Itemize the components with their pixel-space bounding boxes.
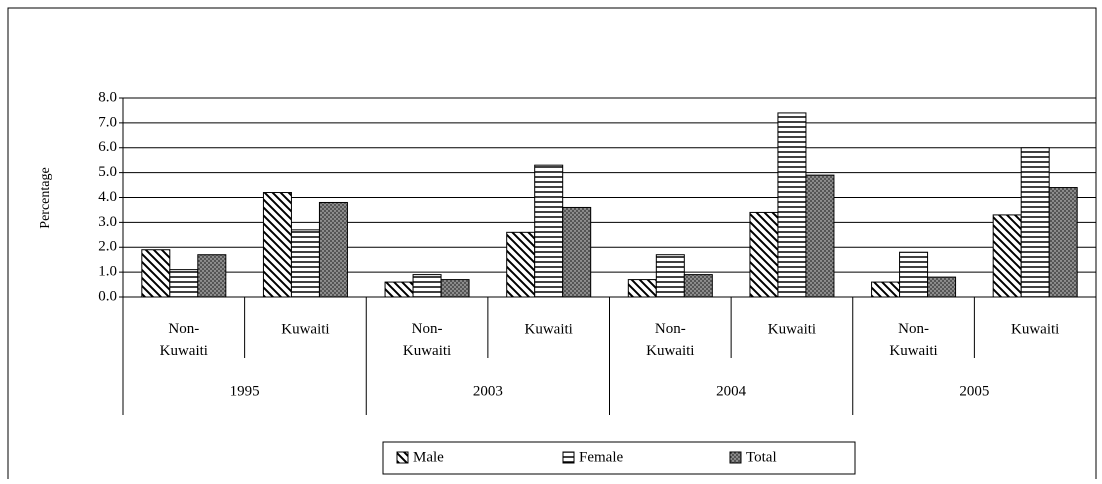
label-line: Non-	[655, 321, 686, 337]
legend-swatch	[562, 451, 575, 464]
y-tick-label: 5.0	[98, 164, 117, 180]
legend-label: Male	[413, 449, 444, 465]
bar	[506, 231, 536, 298]
y-tick-label: 6.0	[98, 139, 117, 155]
y-tick-label: 8.0	[98, 89, 117, 105]
x-tick-label: Non- Kuwaiti	[646, 321, 694, 359]
legend-label: Female	[579, 449, 623, 465]
bar	[384, 281, 414, 298]
bar	[197, 254, 227, 298]
bar	[534, 164, 564, 298]
label-line: Kuwaiti	[160, 343, 208, 359]
label-line: Kuwaiti	[403, 343, 451, 359]
bar	[412, 274, 442, 298]
bar	[871, 281, 901, 298]
bar	[290, 229, 320, 298]
group-label: 2005	[959, 383, 989, 399]
x-tick-label: Kuwaiti	[525, 321, 573, 337]
y-tick-label: 0.0	[98, 288, 117, 304]
label-line: Kuwaiti	[889, 343, 937, 359]
bar	[749, 211, 779, 298]
bar	[627, 279, 657, 298]
label-line: Non-	[412, 321, 443, 337]
x-tick-label: Non- Kuwaiti	[403, 321, 451, 359]
legend-box	[382, 441, 856, 475]
bar	[169, 269, 199, 298]
bar	[899, 251, 929, 298]
y-tick-label: 1.0	[98, 264, 117, 280]
y-tick-label: 7.0	[98, 114, 117, 130]
y-tick-label: 2.0	[98, 239, 117, 255]
bar	[683, 274, 713, 298]
bar	[805, 174, 835, 298]
group-label: 2004	[716, 383, 747, 399]
bar	[1020, 147, 1050, 298]
label-line: Kuwaiti	[646, 343, 694, 359]
bar	[141, 249, 171, 298]
x-tick-label: Non- Kuwaiti	[889, 321, 937, 359]
group-label: 2003	[473, 383, 503, 399]
group-label: 1995	[230, 383, 260, 399]
legend-swatch	[729, 451, 742, 464]
x-tick-label: Kuwaiti	[768, 321, 816, 337]
y-tick-label: 4.0	[98, 189, 117, 205]
y-axis-label: Percentage	[38, 167, 53, 228]
legend-label: Total	[746, 449, 777, 465]
bar	[562, 206, 592, 298]
bar	[440, 279, 470, 298]
bar	[1048, 187, 1078, 298]
legend-swatch	[396, 451, 409, 464]
label-line: Non-	[898, 321, 929, 337]
y-tick-label: 3.0	[98, 214, 117, 230]
bar	[655, 254, 685, 298]
bar	[777, 112, 807, 298]
chart-frame	[7, 7, 1097, 479]
x-tick-label: Kuwaiti	[281, 321, 329, 337]
x-tick-label: Non- Kuwaiti	[160, 321, 208, 359]
bar	[318, 201, 348, 298]
bar	[927, 276, 957, 298]
bar	[992, 214, 1022, 298]
label-line: Non-	[168, 321, 199, 337]
bar	[262, 192, 292, 298]
x-tick-label: Kuwaiti	[1011, 321, 1059, 337]
